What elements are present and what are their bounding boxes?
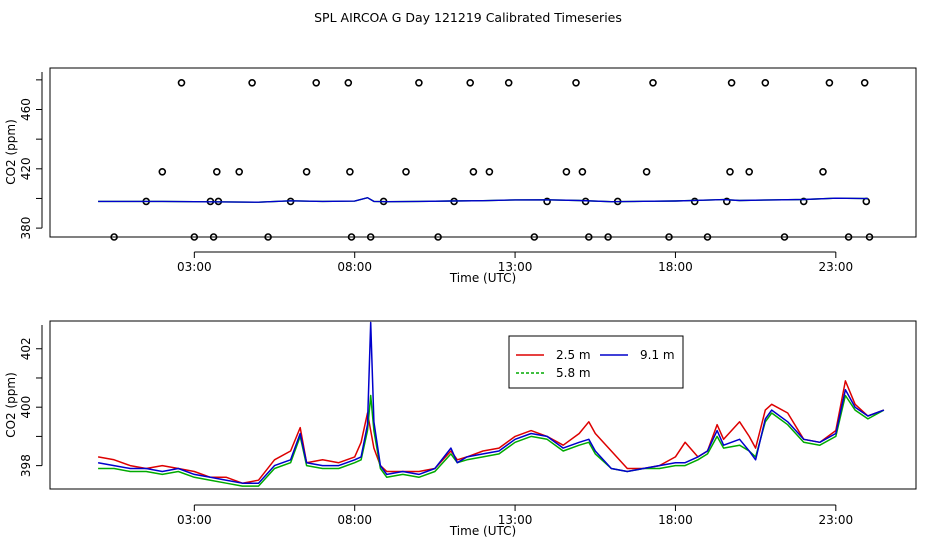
top-marker-point [604,233,612,241]
top-marker-point [209,233,218,241]
top-marker-point [543,197,551,206]
top-marker-point [865,233,874,241]
top-marker-point [415,79,423,87]
top-marker-point [572,79,580,87]
top-marker-point [346,168,354,176]
top-x-tick-label: 23:00 [819,260,854,274]
top-marker-point [312,79,321,87]
series-line-9-1m [97,321,885,484]
top-marker-point [727,79,736,87]
bottom-x-tick-label: 23:00 [819,513,854,527]
top-marker-point [722,197,731,206]
top-marker-point [819,168,827,176]
top-marker-point [799,197,808,206]
bottom-xlabel: Time (UTC) [449,524,516,538]
top-marker-point [562,168,571,176]
top-xlabel: Time (UTC) [449,271,516,285]
top-y-tick-label: 420 [19,157,33,180]
legend-box [508,335,684,389]
top-marker-point [466,79,475,87]
bottom-y-tick-label: 400 [19,396,33,419]
figure-title: SPL AIRCOA G Day 121219 Calibrated Times… [314,10,622,25]
bottom-x-tick-label: 03:00 [177,513,212,527]
top-marker-point [177,79,186,87]
top-marker-point [158,168,167,176]
top-ylabel: CO2 (ppm) [4,119,18,185]
top-marker-point [347,233,356,241]
top-marker-point [665,233,673,241]
top-marker-point [302,168,311,176]
top-marker-point [703,233,712,241]
top-marker-point [248,79,256,87]
top-panel: Time (UTC) CO2 (ppm) 03:00 08:00 13:00 18:0… [4,67,917,285]
top-marker-point [530,233,539,241]
top-marker-point [780,233,789,241]
top-marker-point [726,168,734,176]
series-line-2-5m [97,380,885,484]
top-marker-point [190,233,199,241]
top-x-tick-label: 13:00 [498,260,533,274]
series-line-5-8m [98,394,885,487]
top-marker-point [110,233,118,241]
top-y-tick-label: 380 [19,217,33,240]
top-marker-point [485,168,494,176]
top-marker-point [402,168,410,176]
top-y-tick-label: 460 [19,98,33,121]
bottom-panel: Time (UTC) CO2 (ppm) 03:00 08:00 13:00 18:0… [4,320,917,538]
bottom-x-tick-label: 08:00 [337,513,372,527]
bottom-y-tick-label: 402 [19,337,33,360]
top-marker-point [642,168,651,176]
legend-label-2-5m: 2.5 m [556,348,591,362]
top-marker-point [366,233,375,241]
bottom-x-tick-label: 18:00 [658,513,693,527]
top-x-tick-label: 03:00 [177,260,212,274]
top-marker-point [745,168,754,176]
top-marker-point [469,168,478,176]
bottom-plot-frame [49,320,917,490]
legend-label-9-1m: 9.1 m [640,348,675,362]
top-marker-point [844,233,853,241]
top-marker-point [584,233,593,241]
top-marker-point [578,168,587,176]
top-x-tick-label: 08:00 [337,260,372,274]
top-marker-point [434,233,442,241]
top-marker-point [649,79,657,87]
top-marker-point [860,79,869,87]
top-marker-point [862,197,871,206]
bottom-y-tick-label: 398 [19,454,33,477]
top-marker-point [264,233,272,241]
legend-label-5-8m: 5.8 m [556,366,591,380]
top-marker-point [344,79,353,87]
top-x-tick-label: 18:00 [658,260,693,274]
legend: 2.5 m 9.1 m 5.8 m [508,335,684,389]
bottom-ylabel: CO2 (ppm) [4,372,18,438]
bottom-x-tick-label: 13:00 [498,513,533,527]
top-marker-point [504,79,513,87]
top-series-line-blue [98,196,868,203]
top-plot-frame [49,67,917,238]
top-marker-point [213,168,221,176]
top-marker-point [825,79,834,87]
top-marker-point [761,79,770,87]
top-marker-point [690,197,699,206]
top-marker-point [235,168,243,176]
